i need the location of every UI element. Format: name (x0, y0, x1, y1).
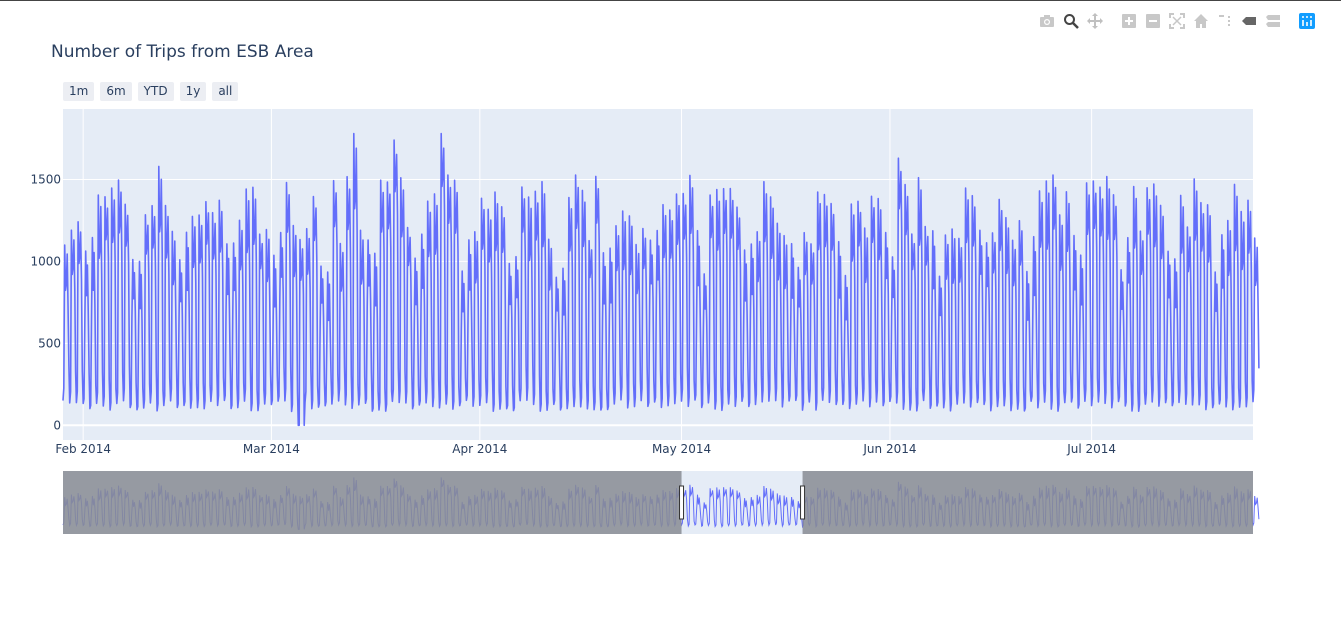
autoscale-icon[interactable] (1166, 10, 1188, 32)
range-slider-handle-right[interactable] (800, 485, 806, 520)
y-tick-label: 1000 (30, 254, 61, 268)
zoom-icon[interactable] (1060, 10, 1082, 32)
range-button-1y[interactable]: 1y (179, 82, 207, 101)
spike-lines-icon[interactable] (1214, 10, 1236, 32)
range-button-all[interactable]: all (212, 82, 239, 101)
top-border (0, 0, 1341, 1)
range-slider[interactable] (62, 471, 1260, 534)
hover-closest-icon[interactable] (1238, 10, 1260, 32)
range-slider-handle-left[interactable] (679, 485, 685, 520)
plotly-logo-icon[interactable] (1296, 10, 1318, 32)
hover-compare-icon[interactable] (1262, 10, 1284, 32)
home-icon[interactable] (1190, 10, 1212, 32)
modebar (1036, 10, 1320, 32)
zoom-in-icon[interactable] (1118, 10, 1140, 32)
zoom-out-icon[interactable] (1142, 10, 1164, 32)
y-tick-label: 500 (38, 336, 61, 350)
y-axis: 0 500 1000 1500 (30, 172, 61, 432)
x-axis: Feb 2014 Mar 2014 Apr 2014 May 2014 Jun 2014… (55, 442, 1116, 456)
y-tick-label: 0 (53, 418, 61, 432)
x-tick-label: Apr 2014 (452, 442, 507, 456)
camera-icon[interactable] (1036, 10, 1058, 32)
x-tick-label: May 2014 (652, 442, 711, 456)
pan-icon[interactable] (1084, 10, 1106, 32)
range-button-6m[interactable]: 6m (100, 82, 132, 101)
range-selector: 1m 6m YTD 1y all (63, 82, 244, 101)
range-button-ytd[interactable]: YTD (137, 82, 174, 101)
series-line (62, 132, 1260, 427)
x-tick-label: Jul 2014 (1066, 442, 1116, 456)
x-tick-label: Feb 2014 (55, 442, 111, 456)
range-slider-mask-right (802, 471, 1253, 534)
range-button-1m[interactable]: 1m (63, 82, 95, 101)
chart-title: Number of Trips from ESB Area (51, 42, 314, 62)
y-tick-label: 1500 (30, 172, 61, 186)
x-tick-label: Mar 2014 (243, 442, 300, 456)
x-tick-label: Jun 2014 (862, 442, 916, 456)
range-slider-mask-left (63, 471, 682, 534)
